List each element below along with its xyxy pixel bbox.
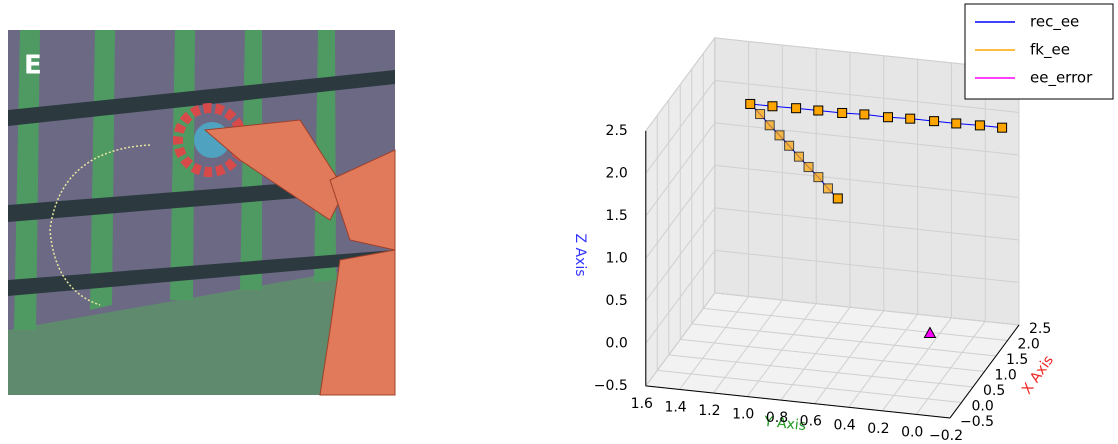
point [755, 109, 766, 120]
render-panel: E [8, 30, 396, 396]
y-tick-label: 1.2 [698, 403, 720, 419]
panel-label: E [24, 51, 42, 81]
grid-line [703, 307, 1008, 341]
grid-line [714, 292, 1020, 326]
x-tick-label: 1.0 [995, 367, 1017, 383]
x-tick-label: 2.0 [1018, 336, 1040, 352]
legend-box [964, 3, 1114, 100]
y-tick-label: −0.2 [929, 428, 963, 440]
point [784, 140, 795, 151]
axis-line [949, 324, 1020, 419]
x-tick-label: 0.5 [983, 383, 1005, 399]
point [793, 151, 804, 162]
grid-line [714, 249, 1020, 283]
y-tick-label: 1.4 [664, 399, 686, 415]
y-axis-label: Y Axis [762, 414, 806, 434]
point [813, 105, 824, 116]
x-tick-label: 1.5 [1006, 352, 1028, 368]
grid-line [714, 79, 1020, 113]
x-tick-label: 2.5 [1029, 321, 1051, 337]
legend: rec_ee fk_ee ee_error [964, 3, 1114, 100]
y-tick-label: 0.4 [833, 417, 855, 433]
robot-arm [203, 119, 396, 396]
point [905, 113, 916, 124]
point [745, 98, 756, 109]
y-tick-label: 0.2 [867, 421, 889, 437]
y-tick-label: 0.8 [766, 410, 788, 426]
y-tick-label: 0.0 [901, 424, 923, 440]
x-tick-label: 0.0 [972, 398, 994, 414]
point [803, 162, 814, 173]
point [822, 183, 833, 194]
legend-label: ee_error [1030, 69, 1093, 88]
point [923, 326, 937, 339]
point [929, 116, 940, 127]
point [837, 107, 848, 118]
grid-line [668, 354, 974, 388]
z-tick-label: 1.0 [606, 250, 628, 266]
point [832, 193, 843, 204]
point [883, 112, 893, 123]
grid-line [714, 207, 1020, 241]
point [791, 103, 802, 114]
z-tick-label: 0.5 [606, 293, 628, 309]
point [951, 118, 962, 129]
point [859, 109, 870, 120]
point [764, 120, 775, 131]
axis-line [645, 385, 951, 419]
z-tick-label: −0.5 [594, 378, 628, 394]
trajectory-trace [49, 144, 151, 306]
z-tick-label: 2.5 [606, 123, 628, 139]
grid-line [691, 323, 997, 357]
legend-label: rec_ee [1030, 13, 1079, 32]
z-tick-label: 1.5 [606, 208, 628, 224]
point [997, 122, 1008, 133]
point [774, 130, 785, 141]
legend-label: fk_ee [1030, 41, 1070, 60]
z-tick-label: 2.0 [606, 165, 628, 181]
grid-line [680, 338, 985, 372]
point [974, 120, 985, 131]
z-axis-label: Z Axis [572, 233, 588, 276]
floor [8, 262, 395, 395]
point [813, 172, 824, 183]
grid-line [657, 369, 962, 403]
x-tick-label: −0.5 [960, 414, 994, 430]
z-tick-label: 0.0 [606, 335, 628, 351]
y-tick-label: 0.6 [800, 414, 822, 430]
grid-line [714, 164, 1020, 198]
point [767, 101, 778, 112]
y-tick-label: 1.0 [732, 407, 754, 423]
y-tick-label: 1.6 [631, 396, 653, 412]
